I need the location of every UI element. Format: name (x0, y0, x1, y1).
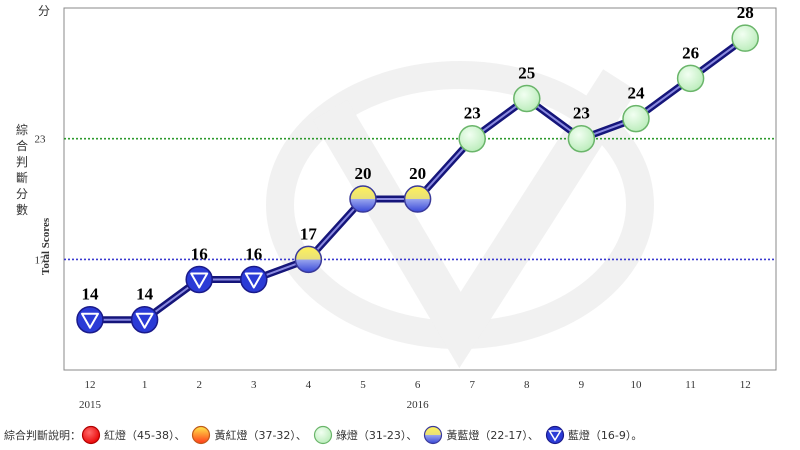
x-tick-label: 7 (469, 379, 475, 391)
x-tick-label: 12 (85, 379, 96, 391)
marker-circle (349, 185, 377, 213)
x-tick-label: 1 (142, 379, 148, 391)
x-tick-label: 6 (415, 379, 421, 391)
data-label: 14 (82, 285, 100, 304)
marker-down-triangle (135, 312, 154, 329)
marker-circle (240, 265, 268, 294)
x-tick-label: 3 (251, 379, 257, 391)
data-point-green (513, 84, 541, 113)
data-point-yellow-blue (403, 185, 432, 213)
data-label: 23 (573, 104, 590, 123)
legend-item-red: 紅燈（45-38）、 (81, 425, 185, 445)
marker-circle (458, 124, 486, 153)
legend-label: 藍燈（16-9）。 (567, 429, 643, 442)
data-point-green (622, 104, 650, 133)
data-label: 16 (191, 245, 208, 264)
y-axis-label-zh: 綜合判斷分數 (15, 123, 28, 217)
data-label: 26 (682, 43, 699, 62)
data-label: 17 (300, 224, 318, 243)
yellow-red-light-icon (192, 425, 211, 445)
data-label: 24 (628, 84, 646, 103)
x-tick-label: 10 (631, 379, 643, 391)
data-label: 14 (136, 285, 154, 304)
x-tick-label: 2 (196, 379, 202, 391)
legend-label: 綠燈（31-23）、 (335, 429, 418, 442)
data-label: 20 (409, 164, 426, 183)
legend-item-blue: 藍燈（16-9）。 (545, 425, 642, 445)
data-point-green (567, 124, 596, 153)
marker-circle (676, 64, 705, 93)
data-point-blue (240, 265, 268, 294)
marker-circle (130, 305, 159, 334)
x-tick-label: 8 (524, 379, 530, 391)
x-tick-label: 11 (685, 379, 696, 391)
data-point-blue (130, 305, 159, 334)
legend-label: 黃藍燈（22-17）、 (446, 429, 539, 442)
marker-down-triangle (190, 272, 209, 289)
y-unit-label: 分 (38, 4, 51, 18)
x-year-label: 2015 (79, 399, 102, 411)
marker-circle (294, 245, 323, 274)
marker-circle (403, 185, 432, 213)
data-label: 16 (245, 245, 262, 264)
marker-circle (622, 104, 650, 133)
data-label: 20 (355, 164, 372, 183)
legend-swatch (81, 425, 101, 445)
yellow-blue-light-icon (424, 425, 443, 445)
x-tick-label: 9 (579, 379, 585, 391)
red-light-icon (81, 425, 101, 445)
x-tick-label: 4 (306, 379, 312, 391)
data-point-green (458, 124, 486, 153)
x-tick-label: 5 (360, 379, 366, 391)
plot-frame (63, 7, 777, 371)
legend-swatch (424, 425, 443, 445)
marker-circle (76, 305, 104, 334)
green-light-icon (313, 425, 333, 445)
data-label: 28 (737, 3, 754, 22)
legend: 綜合判斷說明： 紅燈（45-38）、 黃紅燈（37-32）、 綠燈（31-23）、 黃… (4, 425, 648, 445)
marker-down-triangle (81, 312, 99, 329)
marker-circle (185, 265, 213, 294)
x-tick-label: 12 (740, 379, 751, 391)
legend-items: 紅燈（45-38）、 黃紅燈（37-32）、 綠燈（31-23）、 黃藍燈（22-17… (81, 425, 648, 445)
y-tick-label: 23 (35, 134, 47, 146)
marker-circle (567, 124, 596, 153)
legend-item-yellow-blue: 黃藍燈（22-17）、 (423, 425, 539, 445)
marker-circle (513, 84, 541, 113)
legend-label: 紅燈（45-38）、 (104, 429, 186, 442)
data-point-green (676, 64, 705, 93)
data-label: 25 (518, 64, 535, 83)
data-label: 23 (464, 104, 481, 123)
legend-item-yellow-red: 黃紅燈（37-32）、 (191, 425, 307, 445)
data-point-green (731, 24, 759, 52)
marker-down-triangle (244, 272, 263, 289)
legend-down-triangle (548, 430, 562, 442)
data-point-blue (185, 265, 213, 294)
data-point-yellow-blue (349, 185, 377, 213)
legend-prefix: 綜合判斷說明： (4, 429, 81, 442)
marker-circle (731, 24, 759, 52)
legend-swatch (313, 425, 333, 445)
y-axis-label-en: Total Scores (40, 217, 52, 275)
x-year-label: 2016 (407, 399, 430, 411)
data-point-yellow-blue (294, 245, 323, 274)
watermark-logo (266, 61, 654, 369)
legend-label: 黃紅燈（37-32）、 (214, 429, 307, 442)
data-point-blue (76, 305, 104, 334)
legend-swatch (192, 425, 211, 445)
legend-item-green: 綠燈（31-23）、 (313, 425, 417, 445)
y-tick-label: 17 (35, 254, 47, 266)
blue-light-icon (545, 425, 564, 445)
